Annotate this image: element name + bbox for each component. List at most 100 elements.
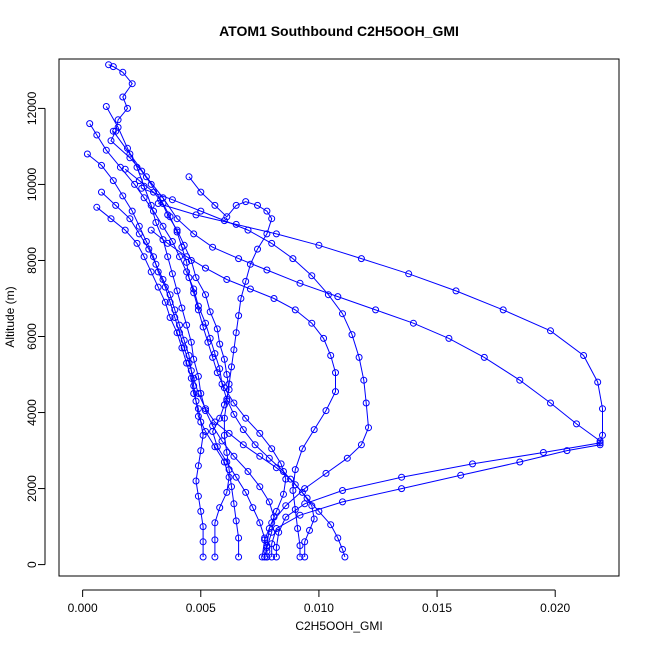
- data-point: [190, 355, 198, 363]
- series-line: [150, 229, 336, 557]
- data-point: [232, 201, 240, 209]
- data-point: [223, 213, 231, 221]
- data-point: [308, 319, 316, 327]
- data-point: [580, 352, 588, 359]
- data-point: [225, 473, 233, 481]
- data-point: [268, 553, 276, 561]
- data-point: [301, 485, 309, 493]
- data-point: [171, 306, 179, 314]
- series-2: [86, 120, 349, 561]
- data-point: [194, 405, 202, 413]
- data-point: [152, 260, 160, 268]
- data-point: [296, 542, 304, 550]
- data-point: [223, 458, 231, 466]
- data-point: [209, 243, 217, 251]
- data-point: [109, 63, 117, 71]
- data-point: [268, 445, 276, 453]
- data-point: [322, 407, 330, 415]
- data-point: [239, 441, 247, 449]
- data-point: [516, 376, 524, 384]
- data-point: [249, 504, 257, 512]
- data-point: [220, 458, 228, 466]
- series-line: [188, 176, 273, 557]
- data-point: [268, 540, 276, 548]
- data-point: [235, 553, 243, 561]
- data-point: [107, 215, 115, 223]
- y-tick-label: 8000: [25, 247, 39, 274]
- data-point: [159, 276, 167, 283]
- data-point: [202, 428, 209, 435]
- data-point: [256, 452, 264, 460]
- plot-frame: [58, 58, 620, 577]
- data-point: [173, 329, 181, 337]
- data-point: [282, 475, 290, 483]
- data-point: [187, 367, 195, 375]
- data-point: [547, 399, 554, 407]
- data-point: [197, 188, 205, 196]
- data-point: [140, 194, 148, 202]
- data-point: [348, 331, 356, 339]
- data-point: [140, 182, 148, 190]
- series-line: [108, 64, 268, 557]
- data-point: [239, 426, 247, 434]
- data-point: [251, 441, 259, 449]
- data-point: [324, 291, 332, 299]
- data-point: [154, 283, 162, 291]
- data-point: [242, 488, 250, 496]
- data-point: [268, 519, 276, 527]
- data-point: [469, 460, 476, 468]
- data-point: [199, 553, 207, 561]
- data-point: [372, 306, 380, 314]
- data-point: [197, 507, 205, 515]
- data-point: [246, 260, 254, 268]
- data-point: [306, 526, 313, 534]
- data-point: [194, 492, 202, 500]
- data-point: [131, 180, 139, 188]
- data-point: [183, 321, 191, 329]
- series-line: [112, 130, 601, 557]
- data-point: [275, 528, 283, 536]
- data-point: [124, 104, 131, 112]
- data-point: [173, 287, 181, 295]
- data-point: [599, 431, 606, 439]
- data-point: [178, 243, 186, 251]
- data-point: [190, 382, 198, 390]
- data-point: [176, 253, 183, 261]
- data-point: [126, 215, 134, 223]
- data-point: [142, 173, 150, 181]
- data-point: [244, 468, 252, 475]
- data-point: [178, 304, 186, 312]
- data-point: [204, 338, 212, 346]
- data-point: [225, 429, 233, 437]
- data-point: [220, 384, 228, 392]
- series-5: [109, 127, 604, 561]
- data-point: [232, 473, 240, 481]
- data-point: [192, 397, 200, 405]
- data-point: [282, 513, 290, 521]
- y-axis-label: Altitude (m): [3, 286, 17, 347]
- data-point: [119, 93, 127, 101]
- data-point: [194, 306, 202, 314]
- data-point: [114, 123, 122, 131]
- data-point: [280, 490, 287, 498]
- data-point: [107, 137, 115, 145]
- series-line: [101, 191, 230, 557]
- data-point: [452, 287, 460, 295]
- y-tick-label: 10000: [25, 167, 39, 201]
- data-point: [235, 255, 243, 263]
- data-point: [362, 399, 370, 407]
- data-point: [197, 207, 205, 215]
- data-point: [256, 429, 264, 437]
- data-point: [164, 239, 172, 247]
- series-3: [93, 203, 207, 561]
- data-point: [228, 363, 235, 371]
- series-line: [141, 187, 370, 558]
- data-point: [154, 200, 162, 207]
- data-point: [183, 268, 191, 276]
- series-line: [158, 203, 603, 557]
- data-point: [105, 61, 113, 69]
- data-point: [112, 201, 120, 209]
- data-point: [398, 473, 406, 481]
- data-point: [268, 215, 276, 223]
- data-point: [220, 401, 228, 409]
